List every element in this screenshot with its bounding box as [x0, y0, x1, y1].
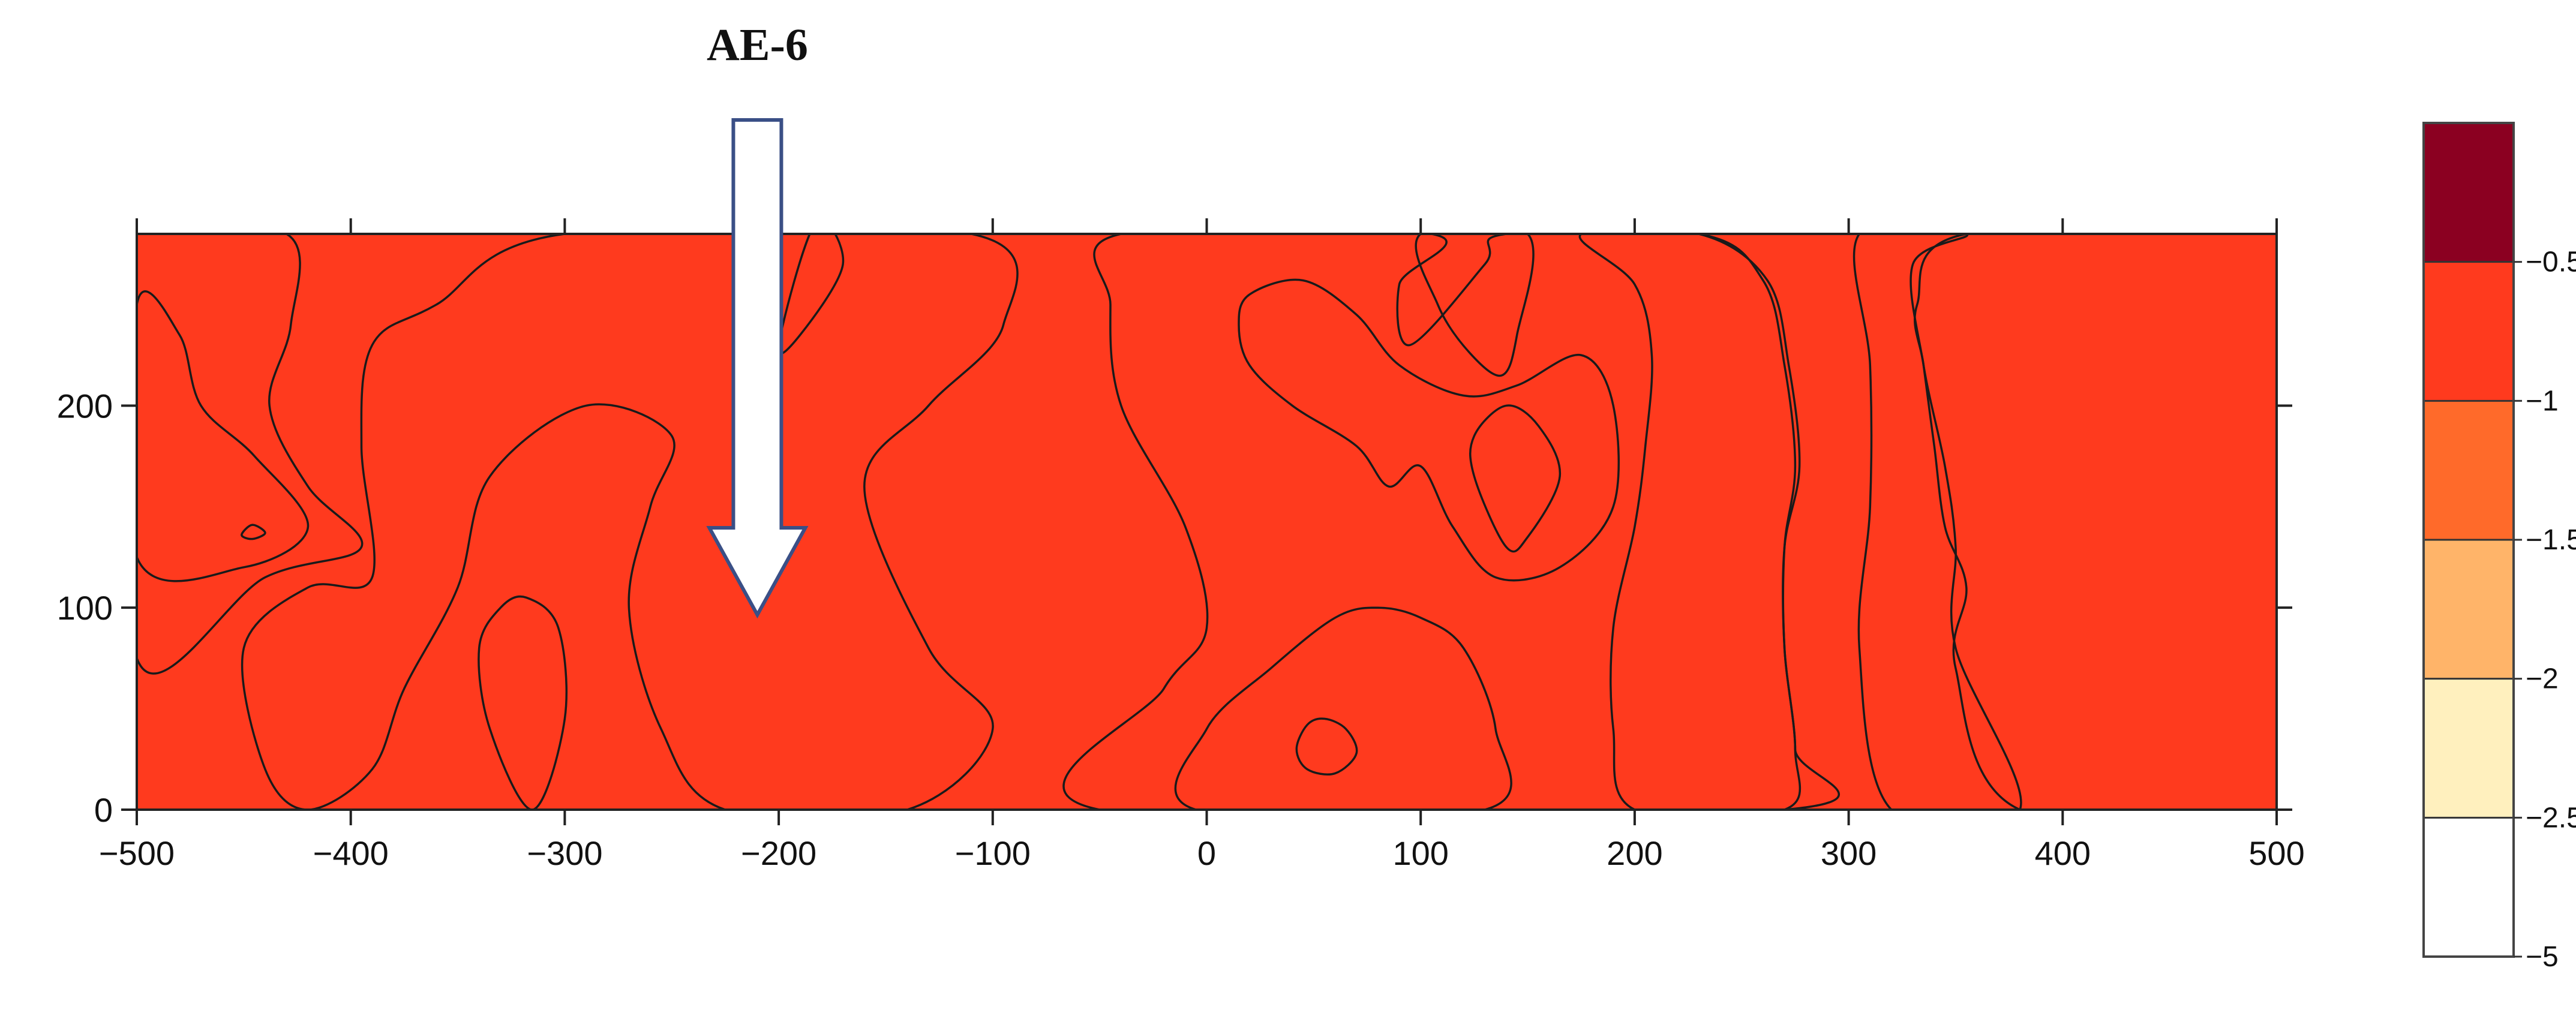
- x-tick-label: 200: [1607, 834, 1662, 872]
- contour-region-15: [1914, 234, 2277, 810]
- colorbar-label: −1: [2526, 385, 2559, 417]
- axes: −500 −400 −300 −200 −100 0 100 200 300 400 500 0 100…: [57, 218, 2305, 872]
- colorbar-band: [2424, 540, 2514, 679]
- colorbar-band: [2424, 678, 2514, 818]
- x-tick-label: −400: [313, 834, 389, 872]
- arrow-down-icon: [706, 118, 809, 619]
- contour-base-field: [137, 234, 2277, 810]
- colorbar-legend: −0.5 −1 −1.5 −2 −2.5 −5: [2422, 122, 2576, 973]
- annotation: AE-6: [706, 20, 809, 619]
- x-tick-label: −300: [527, 834, 602, 872]
- x-tick-label: −500: [99, 834, 175, 872]
- colorbar-label: −1.5: [2526, 524, 2576, 556]
- contour-region-12: [1174, 606, 1512, 810]
- annotation-label: AE-6: [707, 20, 808, 70]
- colorbar-band: [2424, 401, 2514, 540]
- contour-region-11: [1469, 404, 1561, 553]
- plot-area: [137, 234, 2277, 810]
- contour-region-6: [478, 595, 568, 810]
- colorbar-label: −0.5: [2526, 247, 2576, 278]
- x-tick-label: −200: [741, 834, 816, 872]
- contour-region-5: [777, 234, 845, 355]
- y-tick-label: 200: [57, 387, 113, 425]
- contour-region-13: [1295, 717, 1358, 775]
- contour-region-1: [137, 234, 364, 675]
- contour-region-2: [137, 290, 310, 582]
- colorbar-band: [2424, 817, 2514, 957]
- x-tick-label: 0: [1197, 834, 1216, 872]
- colorbar-band: [2424, 123, 2514, 262]
- colorbar-label: −5: [2526, 941, 2559, 973]
- contour-region-4: [241, 234, 1019, 810]
- y-tick-label: 0: [94, 791, 113, 829]
- contour-region-14: [1853, 234, 2022, 810]
- x-tick-label: 100: [1392, 834, 1448, 872]
- x-tick-label: −100: [955, 834, 1031, 872]
- x-tick-label: 400: [2035, 834, 2091, 872]
- colorbar-label: −2.5: [2526, 802, 2576, 834]
- contour-region-9: [1578, 234, 1802, 810]
- x-tick-label: 300: [1821, 834, 1877, 872]
- contour-region-3: [241, 524, 266, 540]
- colorbar-label: −2: [2526, 663, 2559, 695]
- contour-region-10: [1238, 278, 1620, 582]
- y-tick-label: 100: [57, 589, 113, 627]
- colorbar-band: [2424, 261, 2514, 401]
- contour-region-8: [1415, 234, 1535, 377]
- x-tick-label: 500: [2248, 834, 2304, 872]
